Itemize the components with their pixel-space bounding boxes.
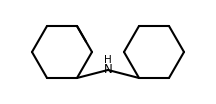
- Text: N: N: [104, 63, 112, 76]
- Text: H: H: [104, 55, 112, 65]
